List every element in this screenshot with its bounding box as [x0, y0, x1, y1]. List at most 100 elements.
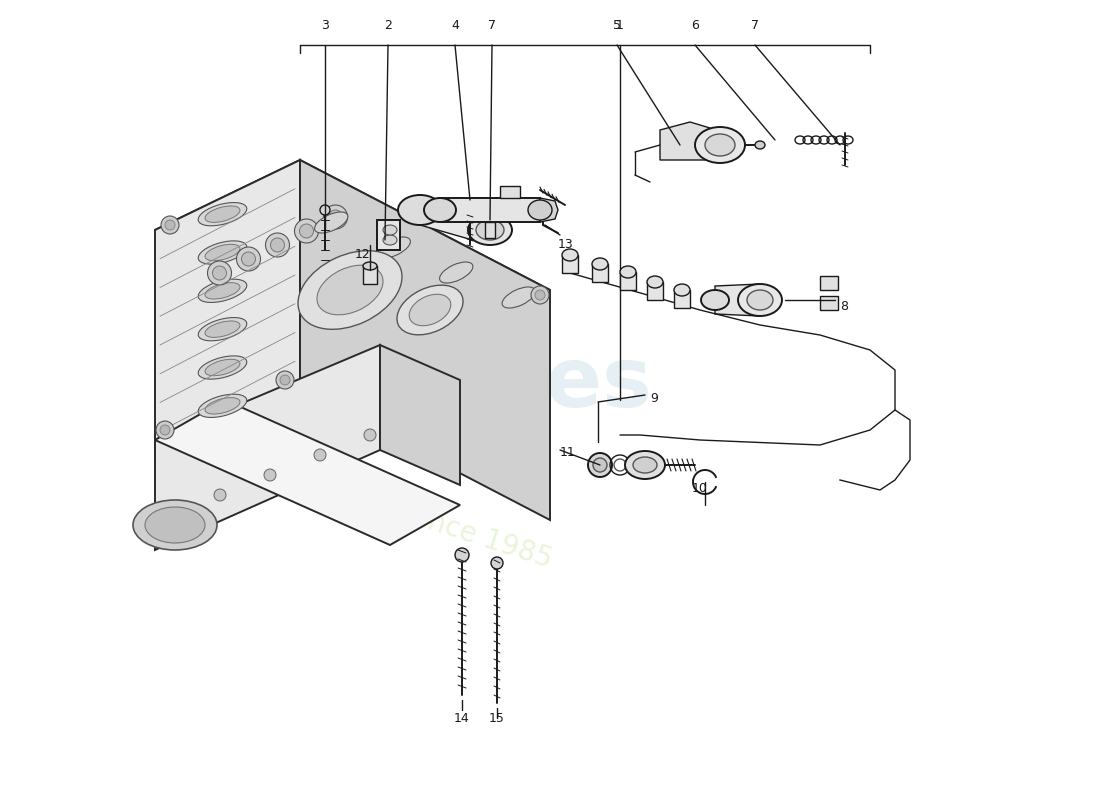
Ellipse shape [205, 282, 240, 299]
Circle shape [364, 429, 376, 441]
Text: 10: 10 [692, 482, 708, 494]
Ellipse shape [424, 198, 456, 222]
Ellipse shape [476, 220, 504, 240]
Text: 9: 9 [650, 391, 658, 405]
Bar [674, 290, 690, 308]
Circle shape [320, 205, 330, 215]
Ellipse shape [315, 212, 348, 233]
Bar [485, 222, 495, 238]
Ellipse shape [625, 451, 666, 479]
Text: 7: 7 [751, 19, 759, 32]
Bar [562, 255, 578, 273]
Ellipse shape [562, 249, 578, 261]
Circle shape [214, 489, 225, 501]
Circle shape [208, 261, 231, 285]
Ellipse shape [502, 287, 536, 308]
Polygon shape [155, 160, 550, 360]
Bar [820, 296, 838, 310]
Bar [592, 264, 608, 282]
Text: 8: 8 [840, 301, 848, 314]
Bar [500, 186, 520, 198]
Circle shape [295, 219, 319, 243]
Text: 15: 15 [490, 711, 505, 725]
Circle shape [242, 252, 255, 266]
Ellipse shape [205, 359, 240, 376]
Ellipse shape [747, 290, 773, 310]
Text: 1: 1 [616, 19, 624, 32]
Circle shape [323, 205, 348, 229]
Polygon shape [155, 160, 300, 460]
Circle shape [531, 286, 549, 304]
Circle shape [165, 220, 175, 230]
Circle shape [156, 421, 174, 439]
Ellipse shape [440, 262, 473, 283]
Bar [820, 276, 838, 290]
Text: 14: 14 [454, 711, 470, 725]
Ellipse shape [592, 258, 608, 270]
Ellipse shape [205, 398, 240, 414]
Polygon shape [155, 345, 380, 550]
Circle shape [593, 458, 607, 472]
Circle shape [264, 469, 276, 481]
Text: 4: 4 [451, 19, 459, 32]
Ellipse shape [317, 265, 383, 315]
Circle shape [455, 548, 469, 562]
Polygon shape [715, 284, 760, 316]
Ellipse shape [198, 394, 246, 418]
Ellipse shape [398, 195, 442, 225]
Ellipse shape [674, 284, 690, 296]
Polygon shape [540, 198, 558, 222]
Polygon shape [440, 198, 540, 222]
Ellipse shape [298, 250, 402, 330]
Ellipse shape [205, 244, 240, 261]
Ellipse shape [383, 225, 397, 235]
Circle shape [299, 224, 314, 238]
Text: 11: 11 [560, 446, 575, 458]
Ellipse shape [383, 235, 397, 245]
Ellipse shape [695, 127, 745, 163]
Circle shape [236, 247, 261, 271]
Circle shape [271, 238, 285, 252]
Ellipse shape [377, 237, 410, 258]
Ellipse shape [198, 356, 246, 379]
Polygon shape [660, 122, 710, 160]
Circle shape [161, 216, 179, 234]
Ellipse shape [528, 200, 552, 220]
Ellipse shape [397, 285, 463, 335]
Ellipse shape [198, 202, 246, 226]
Ellipse shape [198, 279, 246, 302]
Circle shape [314, 449, 326, 461]
Polygon shape [379, 345, 460, 485]
Ellipse shape [620, 266, 636, 278]
Ellipse shape [363, 262, 377, 270]
Circle shape [212, 266, 227, 280]
Ellipse shape [205, 206, 240, 222]
Circle shape [265, 233, 289, 257]
Ellipse shape [755, 141, 764, 149]
Text: 13: 13 [558, 238, 574, 250]
Circle shape [491, 557, 503, 569]
Polygon shape [300, 160, 550, 520]
Polygon shape [377, 220, 400, 250]
Ellipse shape [647, 276, 663, 288]
Circle shape [280, 375, 290, 385]
Text: Europes: Europes [272, 343, 652, 425]
Ellipse shape [468, 215, 512, 245]
Text: a passion for parts since 1985: a passion for parts since 1985 [148, 418, 556, 574]
Ellipse shape [198, 318, 246, 341]
Text: 3: 3 [321, 19, 329, 32]
Ellipse shape [133, 500, 217, 550]
Text: 12: 12 [355, 247, 371, 261]
Text: 2: 2 [384, 19, 392, 32]
Ellipse shape [701, 290, 729, 310]
Text: 6: 6 [691, 19, 698, 32]
Circle shape [329, 210, 342, 224]
Text: 5: 5 [613, 19, 621, 32]
Ellipse shape [705, 134, 735, 156]
Circle shape [535, 290, 544, 300]
Bar [620, 272, 636, 290]
Polygon shape [155, 400, 460, 545]
Bar [363, 266, 377, 284]
Ellipse shape [409, 294, 451, 326]
Ellipse shape [205, 321, 240, 338]
